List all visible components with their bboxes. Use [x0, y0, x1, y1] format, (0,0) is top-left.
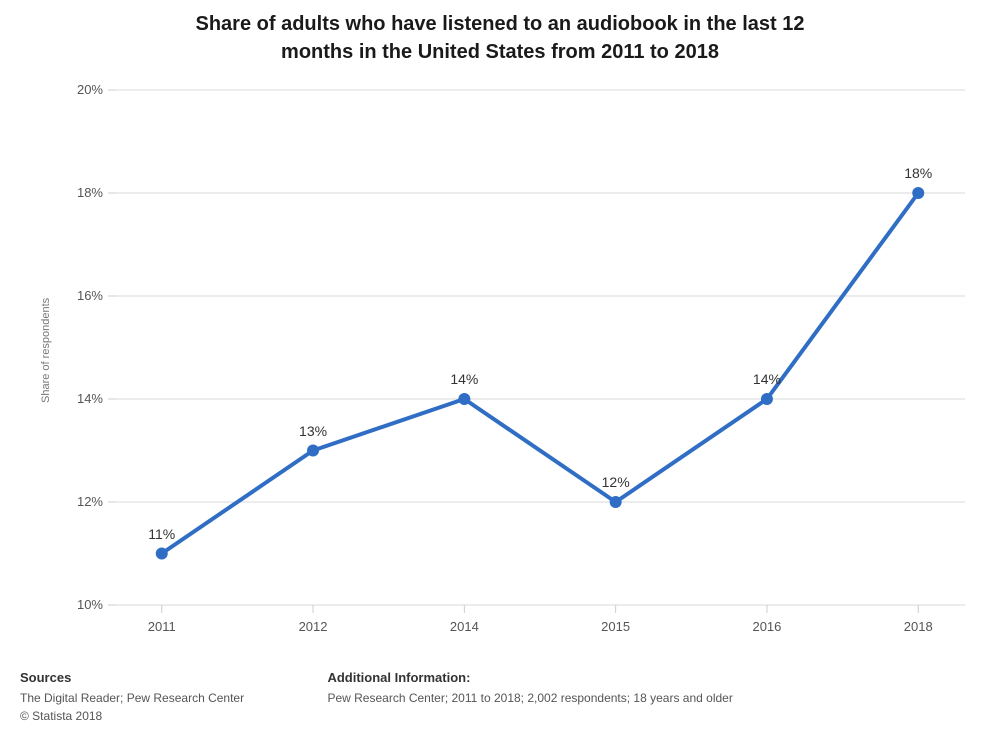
data-point[interactable] [610, 496, 622, 508]
sources-line-1: The Digital Reader; Pew Research Center [20, 689, 244, 707]
series-line [162, 193, 919, 554]
info-heading: Additional Information: [327, 669, 732, 687]
y-tick-label: 12% [77, 494, 103, 509]
data-label: 12% [591, 474, 641, 490]
sources-line-2: © Statista 2018 [20, 707, 244, 725]
data-point[interactable] [458, 393, 470, 405]
y-tick-label: 10% [77, 597, 103, 612]
y-tick-label: 14% [77, 391, 103, 406]
footer-additional-info: Additional Information: Pew Research Cen… [327, 669, 732, 707]
y-tick-label: 18% [77, 185, 103, 200]
y-tick-label: 20% [77, 82, 103, 97]
data-point[interactable] [156, 548, 168, 560]
data-point[interactable] [761, 393, 773, 405]
x-tick-label: 2018 [893, 619, 943, 634]
data-label: 14% [742, 371, 792, 387]
data-point[interactable] [912, 187, 924, 199]
sources-heading: Sources [20, 669, 244, 687]
x-tick-label: 2014 [439, 619, 489, 634]
y-axis-title: Share of respondents [40, 297, 52, 402]
data-label: 13% [288, 423, 338, 439]
info-line: Pew Research Center; 2011 to 2018; 2,002… [327, 689, 732, 707]
x-tick-label: 2011 [137, 619, 187, 634]
footer-sources: Sources The Digital Reader; Pew Research… [20, 669, 244, 725]
data-label: 11% [137, 526, 187, 542]
chart-container: Share of adults who have listened to an … [0, 0, 1000, 743]
data-point[interactable] [307, 445, 319, 457]
x-tick-label: 2016 [742, 619, 792, 634]
x-tick-label: 2015 [591, 619, 641, 634]
line-chart [0, 0, 1000, 665]
chart-footer: Sources The Digital Reader; Pew Research… [20, 669, 813, 725]
data-label: 14% [439, 371, 489, 387]
x-tick-label: 2012 [288, 619, 338, 634]
y-tick-label: 16% [77, 288, 103, 303]
data-label: 18% [893, 165, 943, 181]
